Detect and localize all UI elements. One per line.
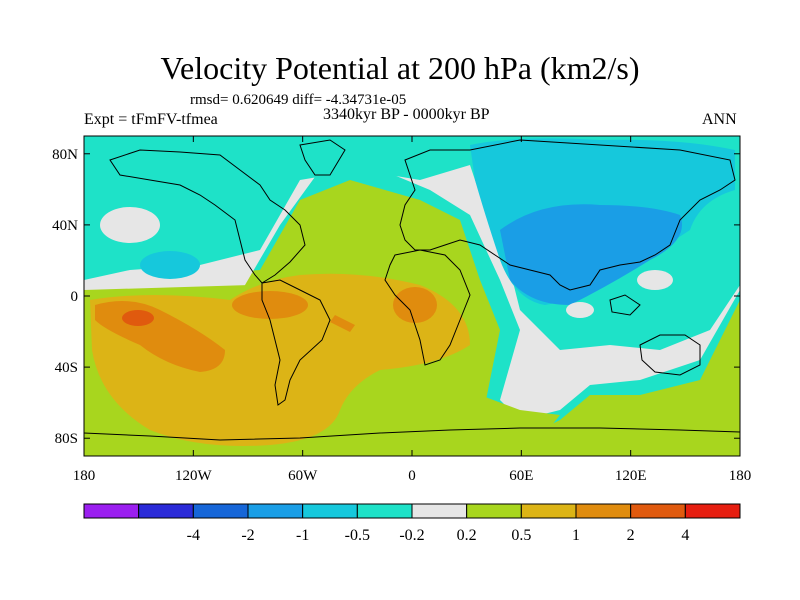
colorbar-swatch xyxy=(83,503,140,519)
colorbar-label: -2 xyxy=(241,527,254,544)
experiment-label: Expt = tFmFV-tfmea xyxy=(84,111,218,128)
lon-tick-label: 0 xyxy=(408,468,416,484)
colorbar-label: 0.2 xyxy=(457,527,477,544)
rmsd-diff-stats: rmsd= 0.620649 diff= -4.34731e-05 xyxy=(190,92,407,108)
lon-tick-label: 180 xyxy=(73,468,96,484)
lat-tick-label: 0 xyxy=(71,289,79,305)
lat-tick-label: 80N xyxy=(52,147,78,163)
latitude-axis: 80N 40N 0 40S 80S xyxy=(52,147,740,447)
colorbar-label: 2 xyxy=(627,527,635,544)
colorbar-label: 0.5 xyxy=(511,527,531,544)
contour-field xyxy=(84,136,740,456)
time-range-subtitle: 3340kyr BP - 0000kyr BP xyxy=(323,106,490,123)
colorbar-label: -0.5 xyxy=(345,527,370,544)
map-title: Velocity Potential at 200 hPa (km2/s) xyxy=(160,50,640,86)
field-neg1-neg0.5 xyxy=(500,204,682,305)
colorbar-swatch xyxy=(302,503,358,519)
lon-tick-label: 60E xyxy=(509,468,533,484)
colorbar-swatch xyxy=(192,503,249,519)
colorbar: -4 -2 -1 -0.5 -0.2 0.2 0.5 1 2 4 xyxy=(83,503,741,544)
season-label: ANN xyxy=(702,111,737,128)
colorbar-swatch xyxy=(575,503,632,519)
lat-tick-label: 40N xyxy=(52,218,78,234)
coastlines xyxy=(84,139,740,441)
lat-tick-label: 40S xyxy=(55,360,78,376)
colorbar-swatch xyxy=(630,503,686,519)
colorbar-swatch xyxy=(247,503,304,519)
lat-tick-label: 80S xyxy=(55,431,78,447)
colorbar-swatch xyxy=(684,503,741,519)
lon-tick-label: 120W xyxy=(175,468,213,484)
field-2-4 xyxy=(122,310,154,326)
colorbar-swatch xyxy=(411,503,468,519)
colorbar-label: -1 xyxy=(296,527,309,544)
lon-tick-label: 120E xyxy=(615,468,647,484)
colorbar-swatch xyxy=(466,503,522,519)
colorbar-label: 4 xyxy=(681,527,689,544)
colorbar-swatch xyxy=(138,503,194,519)
longitude-axis: 180 120W 60W 0 60E 120E 180 xyxy=(73,136,752,484)
lon-tick-label: 60W xyxy=(288,468,318,484)
colorbar-label: -0.2 xyxy=(399,527,424,544)
colorbar-label: 1 xyxy=(572,527,580,544)
colorbar-label: -4 xyxy=(187,527,200,544)
colorbar-swatch xyxy=(520,503,577,519)
colorbar-swatch xyxy=(356,503,413,519)
lon-tick-label: 180 xyxy=(729,468,752,484)
